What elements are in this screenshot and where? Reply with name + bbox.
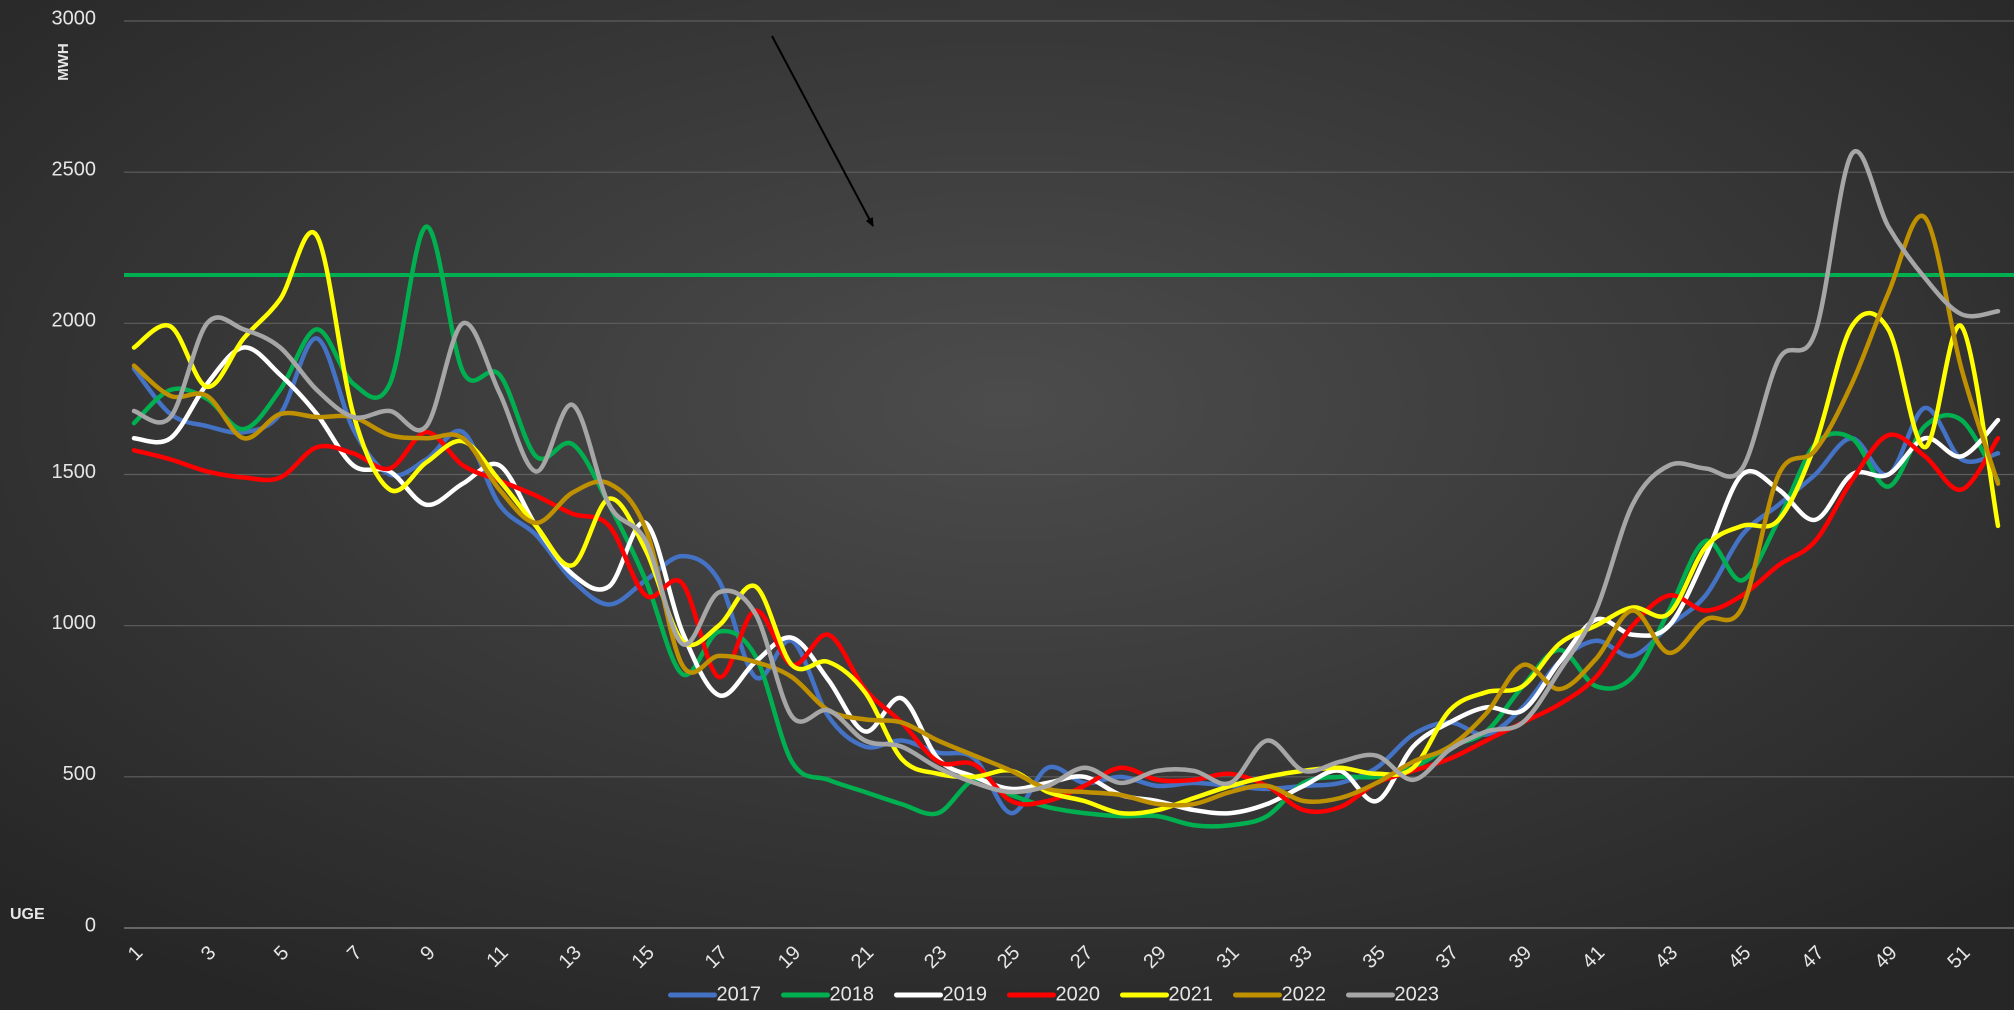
series-line: [131, 429, 2001, 815]
legend-label: 2020: [1056, 983, 1101, 1005]
y-tick-label: 500: [63, 763, 96, 785]
y-tick-label: 1000: [52, 612, 97, 634]
y-tick-label: 3000: [52, 7, 97, 29]
legend-label: 2022: [1282, 983, 1327, 1005]
series-line: [131, 345, 2001, 816]
legend-label: 2018: [830, 983, 875, 1005]
y-axis-label: MWH: [55, 43, 72, 81]
series-line: [131, 230, 2001, 816]
plot-lines: [124, 149, 2014, 829]
legend-label: 2021: [1169, 983, 1214, 1005]
y-tick-label: 2000: [52, 310, 97, 332]
legend-label: 2023: [1395, 983, 1440, 1005]
y-tick-label: 0: [85, 914, 96, 936]
arrow: [771, 35, 874, 227]
legend-label: 2019: [943, 983, 988, 1005]
series-line: [131, 149, 2001, 795]
x-axis-label: UGE: [10, 906, 45, 923]
series-line: [131, 213, 2001, 808]
y-tick-label: 2500: [52, 158, 97, 180]
legend-label: 2017: [717, 983, 762, 1005]
legend: 2017 2018 2019 2020 2021 2022 2023: [668, 983, 1440, 1005]
y-tick-label: 1500: [52, 461, 97, 483]
